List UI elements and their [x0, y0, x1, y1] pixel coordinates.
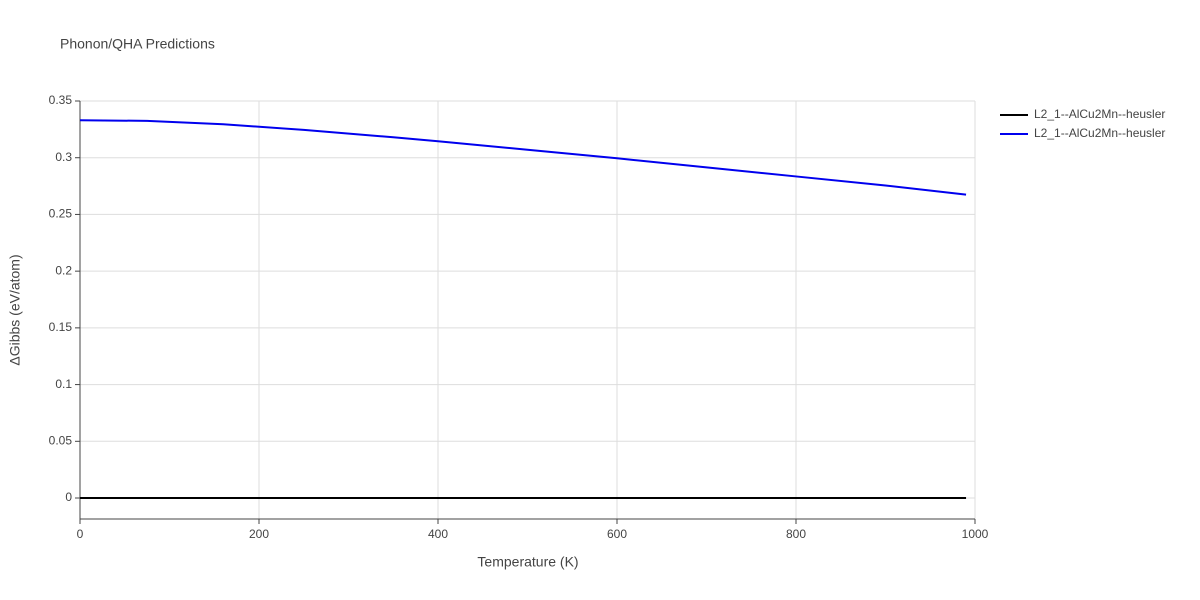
y-tick-label: 0: [65, 490, 72, 504]
y-tick-label: 0.25: [49, 207, 73, 221]
y-tick-label: 0.35: [49, 93, 73, 107]
y-tick-label: 0.15: [49, 320, 73, 334]
x-axis-label: Temperature (K): [477, 554, 578, 570]
y-axis-label: ΔGibbs (eV/atom): [7, 254, 23, 365]
y-tick-label: 0.1: [55, 377, 72, 391]
legend-label: L2_1--AlCu2Mn--heusler: [1034, 107, 1165, 121]
legend-label: L2_1--AlCu2Mn--heusler: [1034, 126, 1165, 140]
y-tick-label: 0.2: [55, 263, 72, 277]
x-tick-label: 600: [607, 527, 627, 541]
y-tick-label: 0.3: [55, 150, 72, 164]
x-tick-label: 800: [786, 527, 806, 541]
y-tick-label: 0.05: [49, 433, 73, 447]
line-series: [79, 119, 967, 196]
x-tick-label: 400: [428, 527, 448, 541]
chart-title: Phonon/QHA Predictions: [60, 36, 215, 52]
x-tick-label: 0: [77, 527, 84, 541]
x-tick-label: 1000: [962, 527, 989, 541]
x-tick-label: 200: [249, 527, 269, 541]
